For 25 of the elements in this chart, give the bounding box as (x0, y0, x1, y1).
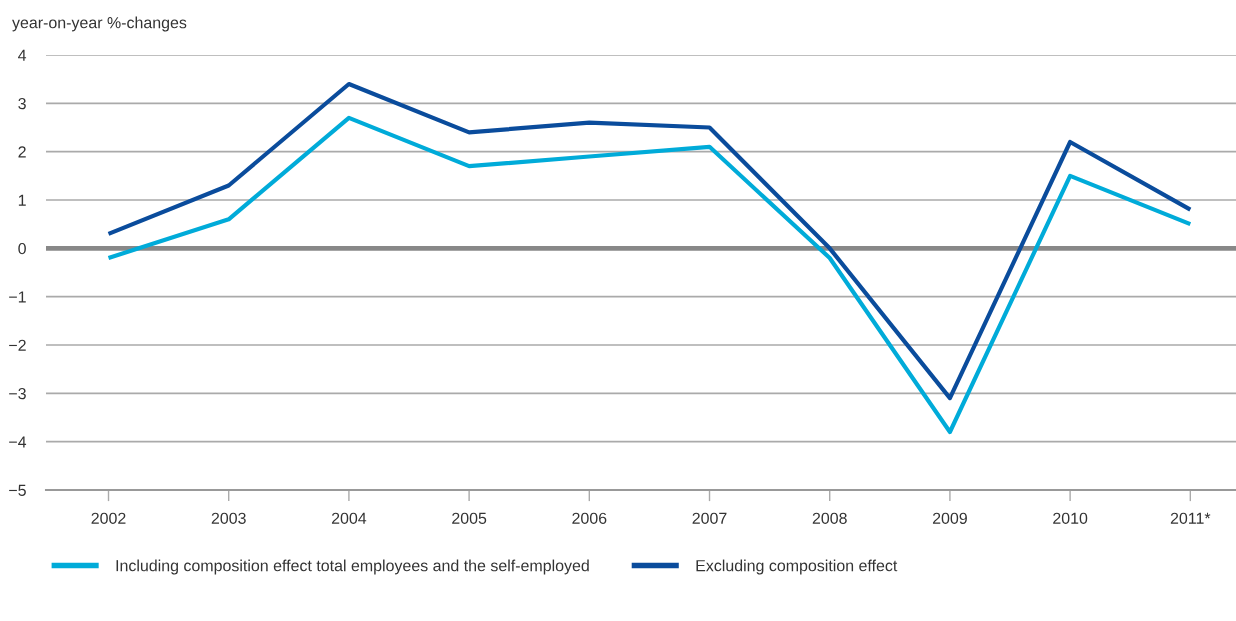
line-series (106, 115, 1193, 435)
y-tick-label: 1 (18, 194, 26, 206)
x-tick-label: 2009 (932, 512, 967, 524)
line-series (106, 81, 1193, 401)
legend-label: Excluding composition effect (696, 559, 898, 575)
y-tick-label: −3 (9, 387, 26, 400)
x-tick-label: 2007 (692, 512, 727, 524)
y-axis-title: year-on-year %-changes (12, 16, 187, 32)
y-tick-label: 3 (18, 97, 26, 110)
y-tick-label: −2 (9, 339, 26, 351)
y-tick-label: −4 (9, 436, 27, 448)
y-tick-label: 0 (18, 242, 26, 255)
y-tick-label: 2 (18, 146, 26, 158)
y-tick-label: −1 (9, 291, 26, 303)
x-tick-label: 2006 (572, 512, 607, 524)
x-tick-label: 2011* (1170, 512, 1211, 524)
x-tick-label: 2004 (331, 512, 367, 524)
x-tick-label: 2002 (91, 512, 126, 524)
x-tick-label: 2003 (211, 512, 246, 524)
y-tick-label: −5 (9, 484, 26, 496)
x-tick-label: 2008 (812, 512, 847, 524)
legend-label: Including composition effect total employees and the self-employed (116, 559, 589, 575)
y-tick-label: 4 (18, 49, 27, 61)
x-tick-label: 2005 (452, 512, 487, 524)
x-tick-label: 2010 (1053, 512, 1088, 524)
